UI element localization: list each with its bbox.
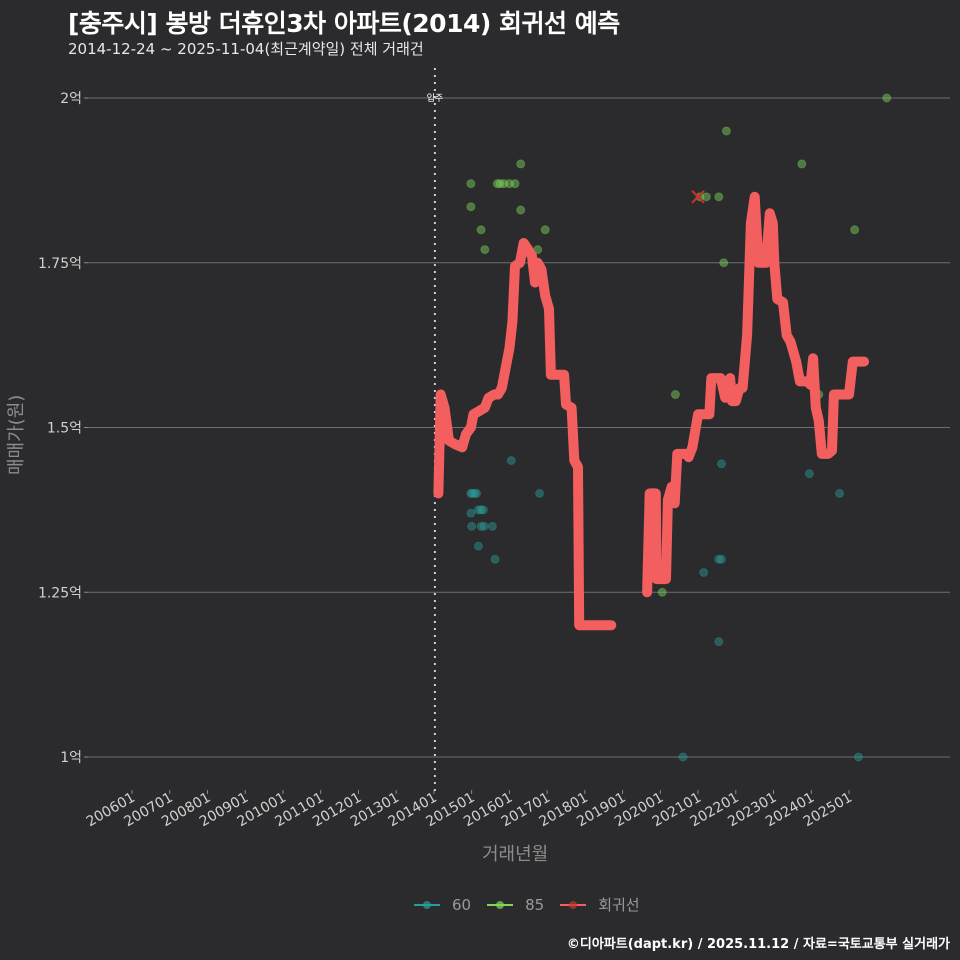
data-point — [699, 567, 709, 577]
data-point — [478, 505, 488, 515]
legend-key-regression-icon — [560, 899, 587, 911]
data-point — [716, 554, 726, 564]
data-point — [499, 179, 509, 189]
data-point — [835, 488, 845, 498]
data-point — [467, 521, 477, 531]
data-point — [473, 505, 483, 515]
regression-line — [433, 191, 870, 631]
data-point — [804, 469, 814, 479]
legend-item-regression: 회귀선 — [560, 894, 640, 915]
data-point — [797, 159, 807, 169]
move-in-label: 입주 — [427, 92, 444, 104]
data-point — [479, 521, 489, 531]
data-point — [670, 390, 680, 400]
x-axis-label: 거래년월 — [482, 844, 549, 865]
regression-path — [433, 238, 617, 631]
data-point — [466, 179, 476, 189]
data-point — [495, 179, 505, 189]
data-point — [714, 637, 724, 647]
data-point — [490, 554, 500, 564]
data-point — [473, 541, 483, 551]
legend-item-60: 60 — [414, 896, 471, 914]
data-point — [535, 488, 545, 498]
data-point — [476, 225, 486, 235]
data-point — [492, 179, 502, 189]
data-point — [678, 752, 688, 762]
data-point — [850, 225, 860, 235]
y-tick-label: 1억 — [60, 750, 82, 766]
data-point — [466, 488, 476, 498]
y-tick-label: 1.5억 — [47, 421, 82, 437]
data-point — [510, 179, 520, 189]
data-point — [476, 505, 486, 515]
legend-item-85: 85 — [487, 896, 544, 914]
data-point — [467, 488, 477, 498]
data-point — [657, 587, 667, 597]
data-point — [504, 179, 514, 189]
y-tick-label: 1.25억 — [38, 585, 82, 601]
data-point — [716, 459, 726, 469]
move-in-marker: 입주 — [427, 68, 444, 792]
data-point — [506, 455, 516, 465]
data-point — [516, 159, 526, 169]
y-tick-label: 2억 — [60, 91, 82, 107]
legend-label: 60 — [452, 895, 472, 914]
outlier-x-icon — [691, 190, 705, 204]
scatter-points — [466, 93, 892, 762]
data-point — [470, 488, 480, 498]
data-point — [714, 554, 724, 564]
chart-title: [충주시] 봉방 더휴인3차 아파트(2014) 회귀선 예측 — [68, 9, 620, 38]
data-point — [719, 258, 729, 268]
legend-label: 회귀선 — [598, 896, 640, 914]
data-point — [466, 202, 476, 212]
data-point — [853, 752, 863, 762]
data-point — [882, 93, 892, 103]
legend-key-60-icon — [414, 899, 440, 911]
data-point — [466, 508, 476, 518]
data-point — [476, 521, 486, 531]
data-point — [480, 245, 490, 255]
legend-label: 85 — [525, 895, 545, 914]
y-tick-label: 1.75억 — [38, 256, 82, 272]
data-point — [540, 225, 550, 235]
x-axis: 2006012007012008012009012010012011012012… — [84, 790, 855, 831]
data-point — [695, 192, 705, 202]
legend-key-85-icon — [487, 899, 514, 911]
data-point — [714, 192, 724, 202]
chart-subtitle: 2014-12-24 ~ 2025-11-04(최근계약일) 전체 거래건 — [68, 40, 424, 58]
source-caption: ©디아파트(dapt.kr) / 2025.11.12 / 자료=국토교통부 실… — [566, 937, 950, 952]
data-point — [472, 488, 482, 498]
gridlines — [88, 97, 950, 758]
data-point — [516, 205, 526, 215]
y-axis-label: 매매가(원) — [6, 394, 27, 475]
regression-path — [642, 191, 870, 598]
data-point — [721, 126, 731, 136]
legend: 60 85 회귀선 — [414, 894, 646, 915]
data-point — [701, 192, 711, 202]
data-point — [487, 521, 497, 531]
y-axis: 1억 1.25억 1.5억 1.75억 2억 — [38, 91, 88, 766]
